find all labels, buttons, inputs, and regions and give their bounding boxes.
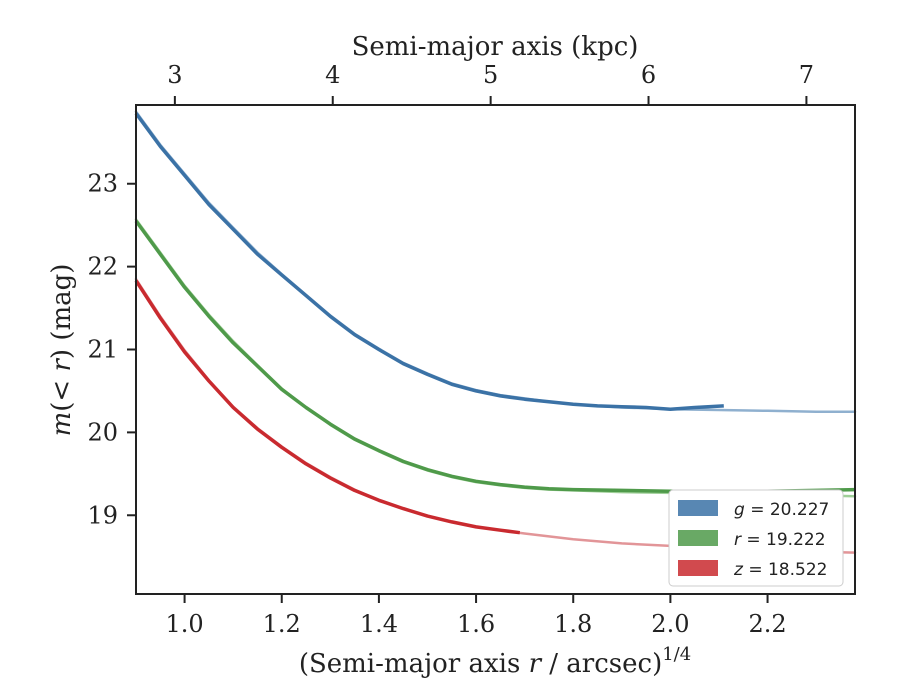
x-tick-label: 2.0 [651, 610, 689, 638]
y-tick-label: 21 [87, 336, 118, 364]
y-tick-label: 23 [87, 170, 118, 198]
series-g-observed-line [134, 112, 724, 411]
top-tick-label: 4 [325, 61, 340, 89]
series-r-observed-line [134, 219, 856, 494]
series-r-model-line [134, 218, 857, 498]
series-g-model-line [134, 110, 857, 413]
legend-swatch-r [678, 530, 718, 546]
series-layer [134, 110, 857, 554]
legend-label-z: z = 18.522 [733, 560, 827, 580]
legend-label-r: r = 19.222 [734, 530, 826, 550]
y-tick-label: 20 [87, 418, 118, 446]
legend-swatch-z [678, 560, 718, 576]
x-tick-label: 1.0 [165, 610, 203, 638]
x-axis-label: (Semi-major axis r / arcsec)1/4 [299, 644, 691, 679]
x-tick-label: 1.2 [263, 610, 301, 638]
x-tick-label: 1.8 [554, 610, 592, 638]
x-axis-ticks: 1.0 1.2 1.4 1.6 1.8 2.0 2.2 [165, 594, 787, 638]
top-tick-label: 3 [167, 61, 182, 89]
legend-label-g: g = 20.227 [734, 500, 829, 520]
y-tick-label: 19 [87, 501, 118, 529]
legend-swatch-g [678, 500, 718, 516]
top-tick-label: 6 [641, 61, 656, 89]
x-tick-label: 1.6 [457, 610, 495, 638]
top-axis-label: Semi-major axis (kpc) [352, 32, 639, 62]
y-tick-label: 22 [87, 253, 118, 281]
x-tick-label: 1.4 [360, 610, 398, 638]
top-tick-label: 7 [799, 61, 814, 89]
y-axis-ticks: 19 20 21 22 23 [87, 170, 136, 529]
top-axis-ticks: 3 4 5 6 7 [167, 61, 814, 105]
top-tick-label: 5 [483, 61, 498, 89]
x-tick-label: 2.2 [748, 610, 786, 638]
y-axis-label: m(< r) (mag) [47, 264, 77, 437]
series-z-observed-line [134, 279, 521, 535]
legend: g = 20.227 r = 19.222 z = 18.522 [668, 489, 844, 587]
